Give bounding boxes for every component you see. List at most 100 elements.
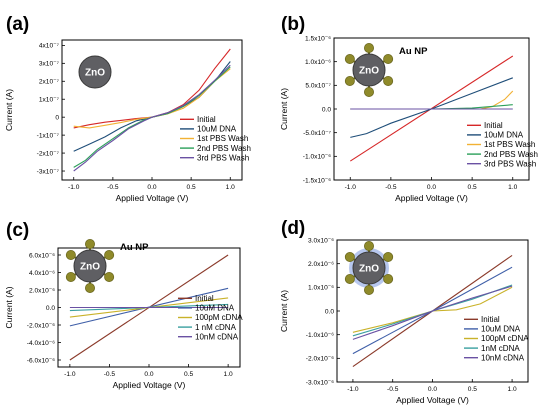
panel-label: (b): [281, 14, 305, 35]
y-tick-label: 0.0: [322, 106, 331, 113]
legend-label: Initial: [481, 315, 500, 324]
y-tick-label: 4.0x10⁻⁶: [29, 270, 55, 277]
au-np-dot-icon: [104, 272, 115, 283]
au-np-dot-icon: [65, 272, 76, 283]
au-np-dot-icon: [344, 54, 355, 65]
au-np-dot-icon: [383, 274, 394, 285]
y-tick-label: -5.0x10⁻⁷: [303, 130, 331, 137]
panel-label: (a): [6, 14, 29, 35]
chart-panel-b: (b) -1.0 -0.5 0.0 0.5 1.0 -1.5x10⁻⁶ -1.0x10⁻⁶ -5…: [275, 0, 550, 206]
x-tick-label: -1.0: [347, 386, 359, 393]
y-tick-label: 1.0x10⁻⁶: [308, 285, 334, 292]
y-axis-title: Current (A): [279, 88, 289, 130]
chart-b-svg: (b) -1.0 -0.5 0.0 0.5 1.0 -1.5x10⁻⁶ -1.0x10⁻⁶ -5…: [279, 14, 538, 203]
x-axis-title: Applied Voltage (V): [395, 193, 468, 203]
legend-label: 1 nM cDNA: [195, 323, 237, 332]
au-np-dot-icon: [383, 76, 394, 87]
au-np-dot-icon: [383, 252, 394, 263]
legend-label: 10uM DNA: [197, 125, 237, 134]
x-tick-label: 0.0: [428, 386, 437, 393]
zno-body: [73, 249, 107, 283]
panel-label: (c): [6, 220, 29, 241]
x-tick-label: 0.5: [187, 184, 196, 191]
legend-label: Initial: [197, 115, 216, 124]
zno-label: ZnO: [85, 68, 105, 79]
au-np-dot-icon: [85, 283, 96, 294]
y-axis-title: Current (A): [279, 290, 289, 332]
y-tick-label: 2.0x10⁻⁶: [308, 261, 334, 268]
y-tick-label: -2x10⁻⁷: [37, 150, 60, 157]
series-line-2: [350, 77, 513, 138]
zno-particle-icon: ZnO: [344, 43, 394, 98]
chart-panel-c: (c) -1.0 -0.5 0.0 0.5 1.0 -6.0x10⁻⁶ -4.0x10⁻⁶ -2…: [0, 206, 275, 413]
series-group: [350, 55, 514, 162]
x-tick-label: -1.0: [64, 371, 76, 378]
y-tick-label: -1.5x10⁻⁶: [303, 177, 331, 184]
x-tick-label: -0.5: [104, 371, 116, 378]
zno-particle-icon: ZnO: [65, 239, 115, 294]
chart-panel-a: (a) -1.0 -0.5 0.0 0.5 1.0 -3x10⁻⁷ -2x10⁻⁷ -1x10⁻…: [0, 0, 275, 206]
series-group: [69, 254, 229, 361]
x-axis-title: Applied Voltage (V): [396, 395, 469, 405]
au-np-dot-icon: [383, 54, 394, 65]
x-tick-label: -1.0: [345, 184, 357, 191]
y-tick-label: 1.5x10⁻⁶: [305, 35, 331, 42]
series-line-3: [352, 286, 513, 333]
legend-label: 10uM DNA: [195, 304, 235, 313]
x-tick-label: 1.0: [224, 371, 233, 378]
legend-label: 1nM cDNA: [481, 344, 520, 353]
au-np-dot-icon: [364, 285, 375, 296]
series-group: [352, 254, 513, 368]
legend-label: 100pM cDNA: [195, 313, 243, 322]
au-np-dot-icon: [344, 274, 355, 285]
x-axis-title: Applied Voltage (V): [116, 193, 189, 203]
x-tick-label: 0.5: [468, 184, 477, 191]
x-tick-label: 0.0: [427, 184, 436, 191]
y-tick-label: 1.0x10⁻⁶: [305, 59, 331, 66]
y-tick-label: 2x10⁻⁷: [39, 79, 60, 86]
x-tick-label: -0.5: [387, 386, 399, 393]
x-tick-label: 0.0: [144, 371, 153, 378]
legend-label: 100pM cDNA: [481, 334, 529, 343]
legend-label: 3rd PBS Wash: [484, 159, 536, 168]
y-tick-label: 0.0: [325, 308, 334, 315]
y-tick-label: -6.0x10⁻⁶: [27, 357, 55, 364]
au-np-dot-icon: [364, 43, 375, 54]
zno-body: [78, 55, 112, 89]
y-axis-title: Current (A): [4, 89, 14, 131]
y-tick-label: -1.0x10⁻⁶: [303, 154, 331, 161]
x-tick-label: 1.0: [507, 386, 516, 393]
chart-d-svg: (d) -1.0 -0.5 0.0 0.5 1.0 -3.0x10⁻⁶ -2.0x10⁻⁶ -1…: [279, 218, 529, 405]
y-tick-label: 0.0: [46, 305, 55, 312]
legend-label: 1st PBS Wash: [484, 140, 535, 149]
y-tick-label: -1.0x10⁻⁶: [306, 332, 334, 339]
y-tick-label: 5.0x10⁻⁷: [305, 83, 331, 90]
zno-particle-icon: ZnO: [344, 241, 394, 296]
y-axis-title: Current (A): [4, 286, 14, 328]
series-line-5: [73, 64, 231, 172]
zno-label: ZnO: [359, 264, 379, 275]
au-np-dot-icon: [85, 239, 96, 250]
au-np-dot-icon: [344, 76, 355, 87]
x-tick-label: 0.5: [184, 371, 193, 378]
au-np-dot-icon: [65, 250, 76, 261]
y-tick-label: 0: [55, 114, 59, 121]
y-tick-label: 3.0x10⁻⁶: [308, 237, 334, 244]
legend-label: 2nd PBS Wash: [484, 150, 538, 159]
x-tick-label: -0.5: [107, 184, 119, 191]
x-tick-label: -0.5: [385, 184, 397, 191]
y-tick-label: -2.0x10⁻⁶: [306, 356, 334, 363]
au-np-label: Au NP: [399, 46, 428, 57]
x-axis-title: Applied Voltage (V): [113, 380, 186, 390]
au-np-dot-icon: [344, 252, 355, 263]
legend-label: 10nM cDNA: [195, 332, 239, 341]
zno-body: [352, 53, 386, 87]
x-tick-label: -1.0: [68, 184, 80, 191]
zno-label: ZnO: [80, 262, 100, 273]
chart-a-svg: (a) -1.0 -0.5 0.0 0.5 1.0 -3x10⁻⁷ -2x10⁻⁷ -1x10⁻…: [4, 14, 251, 203]
chart-panel-d: (d) -1.0 -0.5 0.0 0.5 1.0 -3.0x10⁻⁶ -2.0x10⁻⁶ -1…: [275, 206, 550, 413]
chart-c-svg: (c) -1.0 -0.5 0.0 0.5 1.0 -6.0x10⁻⁶ -4.0x10⁻⁶ -2…: [4, 220, 243, 390]
y-tick-label: -4.0x10⁻⁶: [27, 340, 55, 347]
